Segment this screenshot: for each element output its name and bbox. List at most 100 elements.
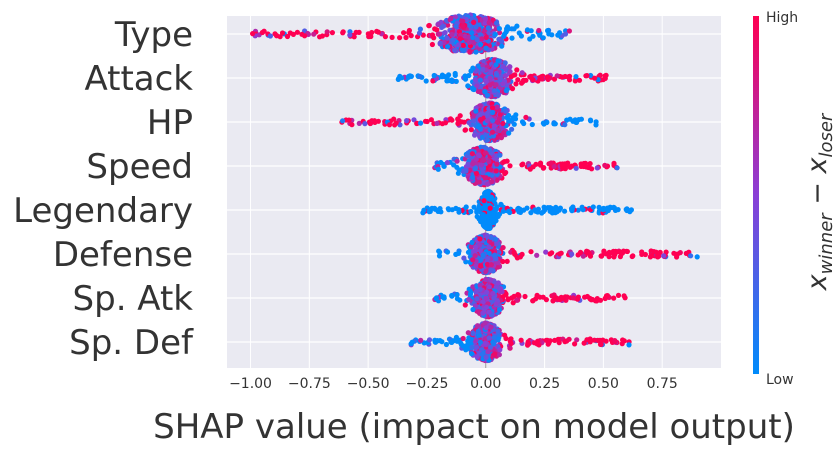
shap-point xyxy=(483,304,490,310)
shap-point xyxy=(482,268,489,275)
shap-point xyxy=(469,344,475,350)
shap-point xyxy=(483,78,489,84)
shap-point xyxy=(488,267,494,273)
shap-point xyxy=(426,337,433,343)
shap-point xyxy=(461,255,467,261)
shap-point xyxy=(488,262,494,268)
shap-point xyxy=(532,207,538,213)
shap-point xyxy=(580,253,586,259)
shap-point xyxy=(467,22,473,29)
shap-point xyxy=(483,325,489,331)
shap-point xyxy=(477,103,483,109)
shap-point xyxy=(612,338,618,344)
shap-point xyxy=(552,121,558,127)
shap-point xyxy=(621,293,627,299)
shap-point xyxy=(470,284,476,290)
shap-point xyxy=(478,41,484,48)
shap-point xyxy=(487,82,493,88)
shap-point xyxy=(639,251,645,257)
shap-point xyxy=(319,33,325,39)
shap-point xyxy=(497,347,503,353)
shap-point xyxy=(470,306,476,313)
shap-point xyxy=(583,73,589,79)
shap-point xyxy=(514,23,520,29)
shap-point xyxy=(549,32,555,38)
shap-point xyxy=(475,328,481,334)
shap-point xyxy=(511,249,517,255)
shap-point xyxy=(393,120,399,126)
shap-point xyxy=(473,263,479,269)
shap-point xyxy=(474,36,480,43)
shap-point xyxy=(496,30,503,36)
shap-point xyxy=(329,29,335,36)
shap-point xyxy=(544,119,550,126)
shap-point xyxy=(558,250,564,256)
shap-point xyxy=(513,81,519,87)
shap-point xyxy=(428,117,434,123)
shap-point xyxy=(471,118,477,124)
shap-point xyxy=(482,89,488,95)
shap-point xyxy=(584,293,591,300)
shap-point xyxy=(442,73,448,80)
shap-point xyxy=(628,207,635,213)
shap-point xyxy=(489,179,495,185)
shap-point xyxy=(492,252,498,258)
shap-point xyxy=(454,296,460,302)
shap-point xyxy=(491,88,497,94)
shap-point xyxy=(480,252,486,258)
shap-point xyxy=(474,83,480,89)
shap-point xyxy=(250,30,256,37)
shap-point xyxy=(494,104,500,110)
shap-point xyxy=(472,253,478,259)
shap-point xyxy=(491,295,497,301)
shap-point xyxy=(553,295,559,301)
colorbar-high-label: High xyxy=(766,10,798,26)
shap-point xyxy=(455,120,461,127)
x-tick-label: 0.25 xyxy=(529,376,560,392)
shap-point xyxy=(577,249,584,255)
shap-point xyxy=(562,208,568,214)
shap-point xyxy=(559,162,565,168)
shap-point xyxy=(449,339,455,345)
shap-point xyxy=(486,195,492,202)
shap-point xyxy=(468,127,474,133)
shap-point xyxy=(600,337,606,343)
shap-point xyxy=(417,26,423,32)
shap-point xyxy=(537,294,543,300)
shap-point xyxy=(493,168,499,174)
shap-point xyxy=(604,205,611,211)
shap-point xyxy=(477,117,484,123)
shap-point xyxy=(506,208,512,214)
shap-point xyxy=(480,170,486,176)
shap-point xyxy=(405,74,412,80)
shap-point xyxy=(417,73,423,80)
shap-point xyxy=(367,120,373,127)
shap-point xyxy=(484,261,490,268)
shap-point xyxy=(487,225,493,231)
shap-point xyxy=(435,208,441,214)
shap-point xyxy=(487,277,494,283)
shap-point xyxy=(482,16,488,22)
shap-point xyxy=(444,249,451,255)
shap-point xyxy=(498,135,504,141)
shap-point xyxy=(580,207,586,213)
shap-point xyxy=(477,77,483,83)
shap-point xyxy=(495,328,501,334)
shap-point xyxy=(516,292,522,298)
shap-point xyxy=(574,337,580,343)
shap-point xyxy=(267,33,273,39)
shap-point xyxy=(507,345,513,351)
shap-point xyxy=(444,160,450,166)
shap-point xyxy=(486,335,492,341)
shap-point xyxy=(386,122,393,128)
shap-point xyxy=(406,29,412,36)
shap-point xyxy=(340,118,346,124)
shap-point xyxy=(566,336,572,342)
shap-point xyxy=(573,119,579,125)
shap-point xyxy=(471,19,477,25)
shap-point xyxy=(486,250,492,256)
shap-point xyxy=(465,249,472,255)
shap-point xyxy=(484,190,490,196)
shap-point xyxy=(481,157,487,163)
shap-point xyxy=(462,127,469,133)
